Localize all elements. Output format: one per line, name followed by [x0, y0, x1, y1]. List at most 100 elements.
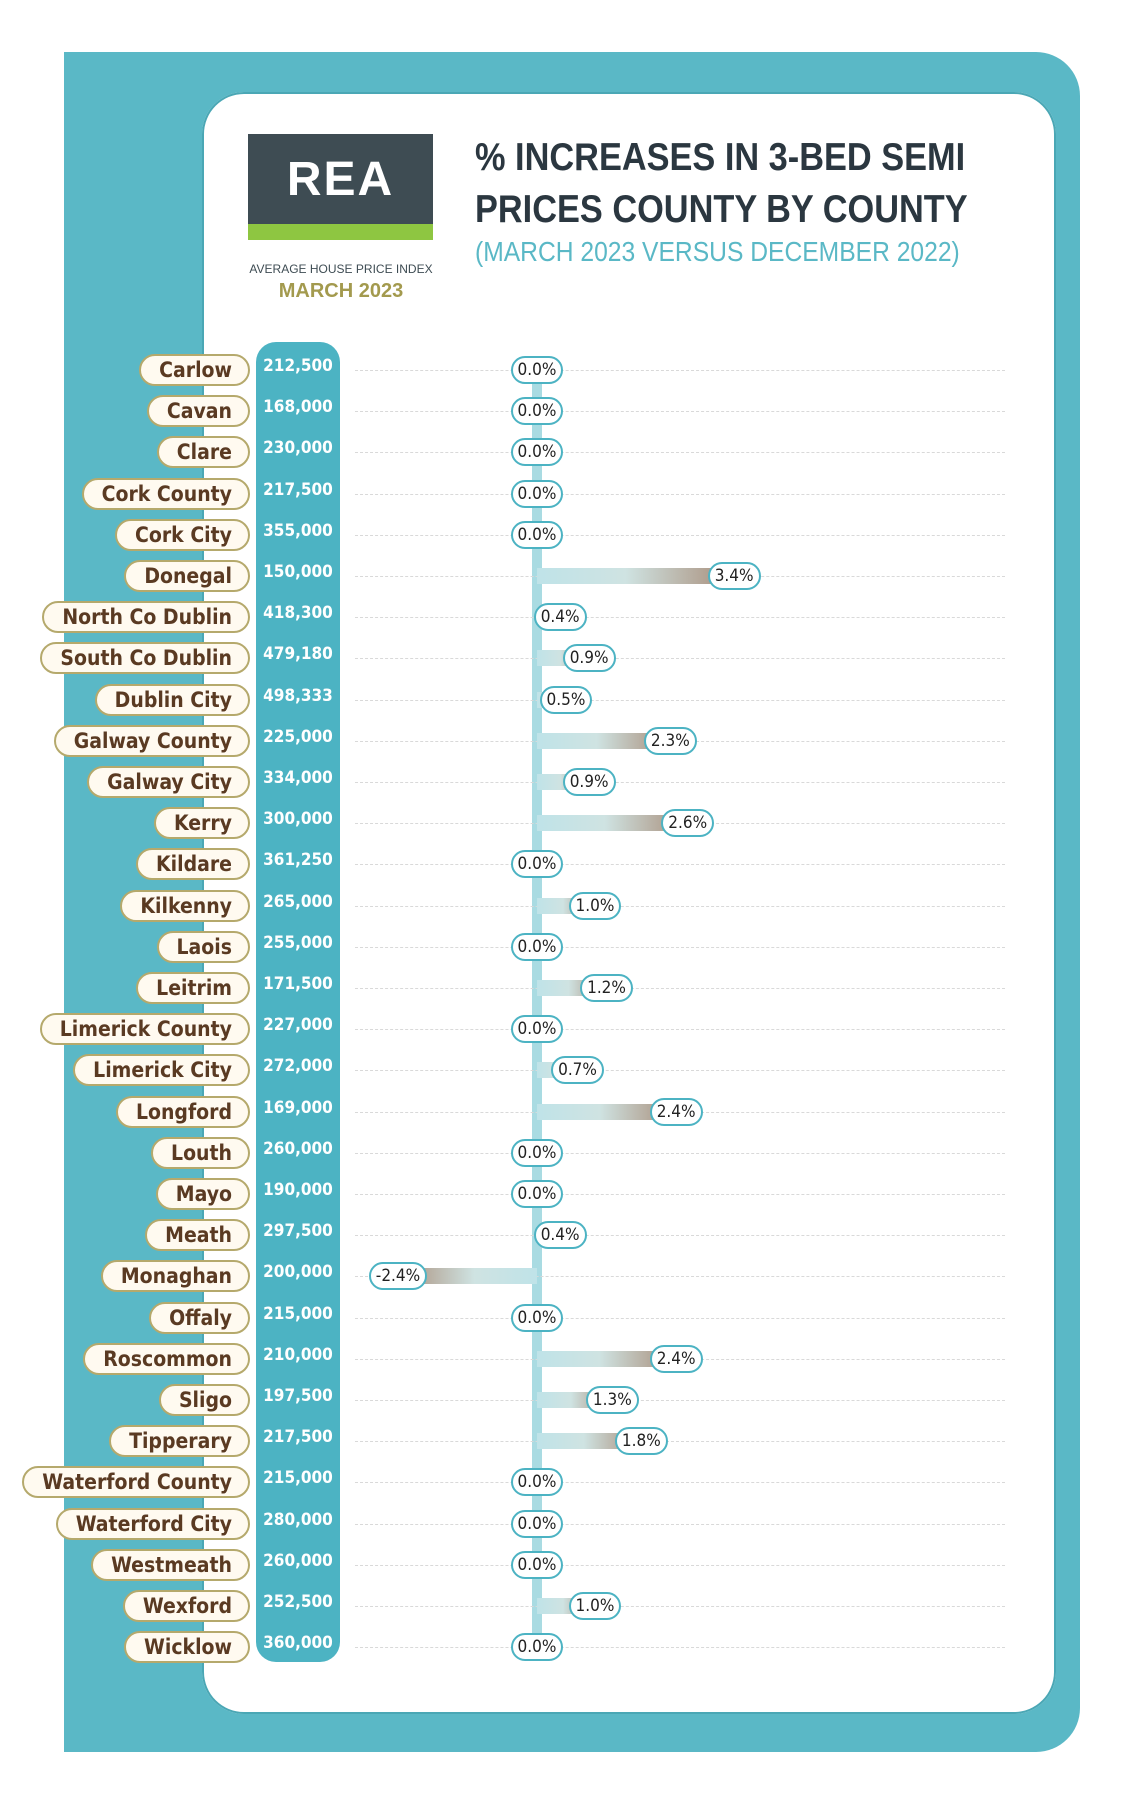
gridline: [355, 1523, 1005, 1525]
gridline: [355, 988, 1005, 989]
price-label: 217,500: [263, 1427, 333, 1448]
price-label: 169,000: [263, 1097, 333, 1118]
price-label: 200,000: [263, 1262, 333, 1283]
percent-label: 1.8%: [614, 1427, 668, 1456]
county-label: Donegal: [124, 560, 250, 592]
county-label: Kildare: [136, 848, 250, 881]
gridline: [355, 946, 1005, 948]
percent-label: 0.0%: [510, 850, 564, 879]
change-bar: [397, 1268, 537, 1285]
percent-label: 0.0%: [510, 1015, 564, 1044]
gridline: [355, 658, 1005, 660]
gridline: [355, 1276, 1005, 1278]
gridline: [355, 699, 1005, 701]
county-label: Monaghan: [100, 1260, 250, 1293]
price-label: 215,000: [263, 1303, 333, 1324]
gridline: [355, 1152, 1005, 1154]
price-label: 297,500: [263, 1221, 333, 1242]
gridline: [355, 1564, 1005, 1566]
percent-label: 0.7%: [551, 1056, 604, 1085]
percent-label: 0.0%: [510, 1303, 564, 1332]
county-label: Kerry: [153, 807, 250, 840]
percent-label: 0.0%: [510, 438, 564, 467]
change-bar: [537, 568, 735, 584]
percent-label: 2.3%: [643, 726, 697, 755]
price-label: 212,500: [263, 356, 333, 376]
price-label: 215,000: [263, 1468, 333, 1489]
percent-label: 1.0%: [568, 891, 622, 920]
gridline: [355, 1317, 1005, 1319]
price-label: 230,000: [263, 438, 333, 459]
price-label: 334,000: [263, 768, 333, 788]
county-label: North Co Dublin: [42, 601, 250, 634]
percent-label: 0.0%: [510, 1550, 564, 1579]
price-label: 197,500: [263, 1386, 333, 1406]
price-label: 418,300: [263, 603, 333, 624]
percent-label: 1.0%: [568, 1592, 622, 1620]
county-label: Louth: [151, 1136, 250, 1169]
percent-label: 0.0%: [510, 1633, 564, 1662]
gridline: [355, 1606, 1005, 1607]
percent-label: 0.5%: [539, 685, 593, 714]
percent-label: 0.0%: [510, 1509, 564, 1538]
price-label: 479,180: [263, 644, 333, 665]
gridline: [355, 905, 1005, 907]
percent-label: 1.3%: [585, 1386, 639, 1414]
county-label: Carlow: [139, 354, 250, 386]
chart-subtitle: (MARCH 2023 VERSUS DECEMBER 2022): [475, 236, 960, 267]
percent-label: -2.4%: [368, 1262, 428, 1291]
county-label: Roscommon: [83, 1342, 250, 1375]
logo-caption: AVERAGE HOUSE PRICE INDEX: [249, 262, 433, 276]
percent-label: 0.0%: [510, 520, 564, 549]
percent-label: 0.9%: [562, 768, 616, 796]
county-label: Cavan: [146, 395, 250, 428]
gridline: [355, 782, 1005, 783]
gridline: [355, 1647, 1005, 1649]
county-label: Cork City: [115, 518, 250, 551]
gridline: [355, 1029, 1005, 1031]
rea-logo: REA: [248, 134, 433, 240]
price-label: 227,000: [263, 1015, 333, 1036]
percent-label: 0.0%: [510, 1468, 564, 1497]
gridline: [355, 864, 1005, 866]
county-label: Wexford: [122, 1590, 250, 1622]
change-bar: [537, 732, 671, 749]
change-bar: [537, 815, 688, 832]
gridline: [355, 534, 1005, 536]
county-label: Kilkenny: [120, 889, 250, 922]
chart-title: % INCREASES IN 3-BED SEMI PRICES COUNTY …: [475, 136, 968, 231]
county-label: Meath: [145, 1219, 250, 1252]
logo-text: REA: [248, 134, 433, 224]
zero-axis: [532, 360, 542, 1660]
percent-label: 2.4%: [649, 1344, 703, 1373]
gridline: [355, 370, 1005, 371]
price-label: 265,000: [263, 891, 333, 912]
price-label: 361,250: [263, 850, 333, 871]
county-label: Clare: [156, 436, 250, 469]
county-label: Limerick City: [73, 1054, 250, 1087]
gridline: [355, 411, 1005, 413]
price-label: 252,500: [263, 1592, 333, 1612]
county-label: Wicklow: [124, 1631, 250, 1664]
county-label: Longford: [115, 1095, 250, 1128]
gridline: [355, 1070, 1005, 1072]
county-label: Leitrim: [136, 972, 250, 1004]
gridline: [355, 1400, 1005, 1401]
county-label: Sligo: [158, 1384, 250, 1416]
gridline: [355, 1235, 1005, 1237]
price-label: 217,500: [263, 479, 333, 500]
county-label: Limerick County: [39, 1013, 250, 1046]
gridline: [355, 1194, 1005, 1195]
percent-label: 3.4%: [707, 562, 761, 590]
price-label: 210,000: [263, 1344, 333, 1365]
percent-label: 0.0%: [510, 1180, 564, 1208]
county-label: Galway City: [87, 766, 250, 798]
county-label: Mayo: [155, 1178, 250, 1210]
price-label: 300,000: [263, 809, 333, 830]
percent-label: 0.4%: [533, 603, 587, 632]
gridline: [355, 617, 1005, 619]
percent-label: 2.6%: [661, 809, 715, 838]
price-column: [256, 342, 340, 1662]
percent-label: 0.9%: [562, 644, 616, 673]
price-label: 272,000: [263, 1056, 333, 1077]
